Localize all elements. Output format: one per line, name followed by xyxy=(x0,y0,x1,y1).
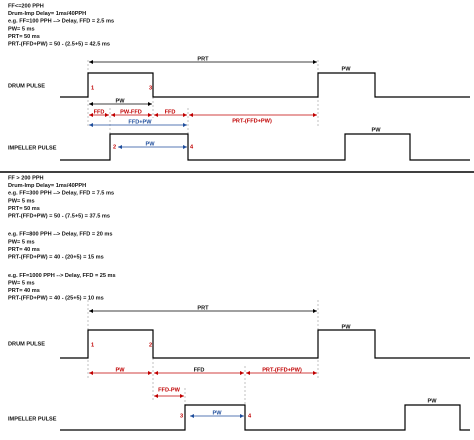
drum-pw: PW xyxy=(341,324,351,330)
span-label: PW-FFD xyxy=(120,109,142,115)
drum-label: DRUM PULSE xyxy=(8,341,45,347)
note-line: PRT= 40 ms xyxy=(8,288,40,294)
impeller-pw: PW xyxy=(427,398,437,404)
prt-label: PRT xyxy=(197,305,209,311)
impeller-pw: PW xyxy=(371,127,381,133)
note-line: PW= 5 ms xyxy=(8,198,35,204)
note-line: e.g. FF=1000 PPH --> Delay, FFD = 25 ms xyxy=(8,273,116,279)
marker: 1 xyxy=(91,342,94,348)
note-line: PRT-(FFD+PW) = 50 - (7.5+5) = 37.5 ms xyxy=(8,213,110,219)
span-label: PRT-(FFD+PW) xyxy=(262,367,302,373)
span-label: PW xyxy=(212,410,222,416)
marker: 2 xyxy=(149,342,152,348)
note-line: PRT= 40 ms xyxy=(8,247,40,253)
drum-pw: PW xyxy=(341,66,351,72)
span-label: FFD-PW xyxy=(158,387,180,393)
note-line: PRT-(FFD+PW) = 50 - (2.5+5) = 42.5 ms xyxy=(8,41,110,47)
note-line: Drum-Imp Delay= 1ms/40PPH xyxy=(8,11,86,17)
diagram-bottom: PRT PW DRUM PULSE 1 2 PW FFD PRT-(FFD+PW… xyxy=(8,300,470,431)
note-line: e.g. FF=800 PPH --> Delay, FFD = 20 ms xyxy=(8,232,113,238)
note-line: FF > 200 PPH xyxy=(8,175,44,181)
impeller-wave xyxy=(60,404,470,431)
diagram-top: PRT PW DRUM PULSE 1 3 PW FFD PW-FFD FFD … xyxy=(8,56,470,161)
note-line: Drum-Imp Delay= 1ms/40PPH xyxy=(8,183,86,189)
span-label: PW xyxy=(115,367,125,373)
span-label: FFD xyxy=(194,367,205,373)
prt-label: PRT xyxy=(197,56,209,62)
impeller-label: IMPELLER PULSE xyxy=(8,416,57,422)
marker: 1 xyxy=(91,85,94,91)
marker: 3 xyxy=(149,85,152,91)
note-line: PW= 5 ms xyxy=(8,280,35,286)
marker: 3 xyxy=(180,413,183,419)
drum-label: DRUM PULSE xyxy=(8,83,45,89)
span-label: PRT-(FFD+PW) xyxy=(232,118,272,124)
note-line: PRT-(FFD+PW) = 40 - (20+5) = 15 ms xyxy=(8,255,104,261)
marker: 4 xyxy=(190,144,194,150)
marker: 4 xyxy=(248,413,252,419)
marker: 2 xyxy=(113,144,116,150)
note-line: PRT= 50 ms xyxy=(8,206,40,212)
notes-bottom: FF > 200 PPH Drum-Imp Delay= 1ms/40PPH e.g… xyxy=(8,175,116,301)
note-line: e.g. FF=100 PPH --> Delay, FFD = 2.5 ms xyxy=(8,19,114,25)
drum-wave xyxy=(60,72,470,98)
impeller-wave xyxy=(60,133,470,161)
note-line: PRT-(FFD+PW) = 40 - (25+5) = 10 ms xyxy=(8,296,104,302)
note-line: PW= 5 ms xyxy=(8,239,35,245)
note-line: PRT= 50 ms xyxy=(8,34,40,40)
span-label: FFD+PW xyxy=(128,119,152,125)
span-label: FFD xyxy=(94,109,105,115)
pw-span: PW xyxy=(115,98,125,104)
drum-wave xyxy=(60,329,470,359)
notes-top: FF<=200 PPH Drum-Imp Delay= 1ms/40PPH e.g.… xyxy=(8,3,114,47)
span-label: FFD xyxy=(165,109,176,115)
impeller-label: IMPELLER PULSE xyxy=(8,145,57,151)
note-line: FF<=200 PPH xyxy=(8,3,44,9)
span-label: PW xyxy=(145,141,155,147)
note-line: PW= 5 ms xyxy=(8,26,35,32)
note-line: e.g. FF=300 PPH --> Delay, FFD = 7.5 ms xyxy=(8,191,114,197)
